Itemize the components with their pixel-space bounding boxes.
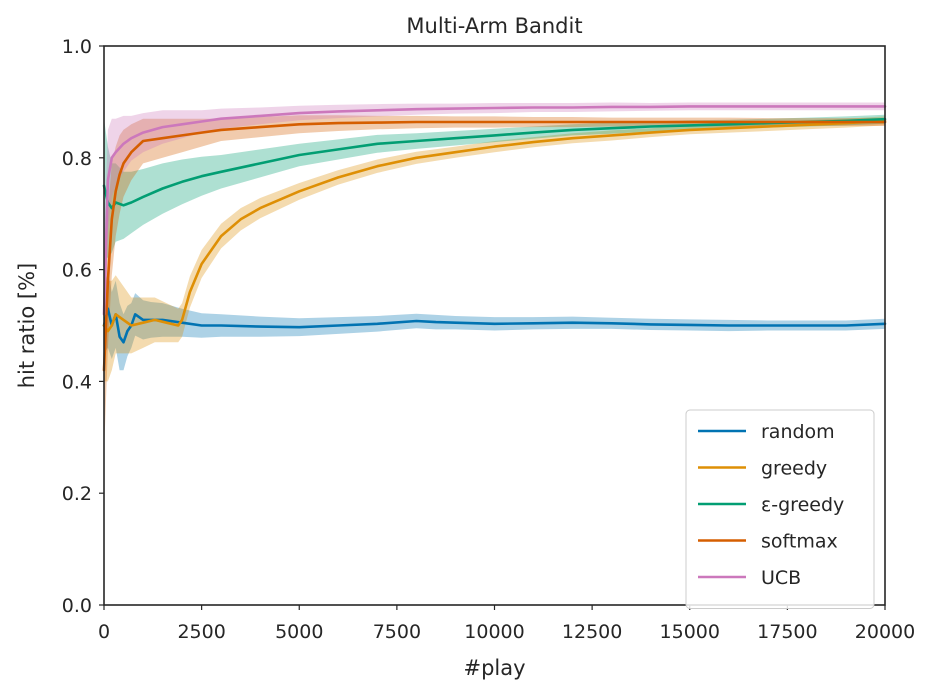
legend-label-greedy: ε-greedy — [761, 494, 844, 516]
softmax-series-line — [102, 120, 887, 372]
greedy-series-line — [102, 119, 887, 333]
random-series-line — [102, 307, 887, 344]
greedy-confidence-band — [104, 114, 885, 259]
y-axis-title: hit ratio [%] — [15, 263, 39, 389]
legend-label-ucb: UCB — [761, 567, 801, 589]
y-tick-label: 0.0 — [62, 595, 92, 617]
y-tick-label: 0.8 — [62, 148, 92, 170]
series-lines — [102, 105, 887, 372]
x-tick-label: 15000 — [660, 621, 720, 643]
legend-box — [685, 409, 875, 609]
y-tick-label: 0.2 — [62, 483, 92, 505]
x-tick-label: 0 — [98, 621, 110, 643]
legend-label-greedy: greedy — [761, 458, 827, 480]
x-tick-label: 10000 — [464, 621, 524, 643]
legend-label-softmax: softmax — [761, 531, 838, 553]
legend: random greedy ε-greedy softmax UCB — [685, 409, 875, 609]
random-confidence-band — [104, 269, 885, 371]
confidence-bands — [104, 102, 885, 455]
ucb-series-line — [102, 105, 887, 316]
x-tick-label: 17500 — [757, 621, 817, 643]
x-tick-label: 7500 — [373, 621, 421, 643]
y-tick-label: 0.4 — [62, 371, 92, 393]
ucb-confidence-band — [104, 102, 885, 382]
x-tick-label: 5000 — [275, 621, 323, 643]
x-axis-title: #play — [463, 656, 525, 680]
y-tick-label: 1.0 — [62, 36, 92, 58]
x-tick-label: 12500 — [562, 621, 622, 643]
greedy-series-line — [102, 117, 887, 210]
x-axis-ticks: 0 2500 5000 7500 10000 12500 15000 17500 20000 — [98, 605, 915, 643]
legend-label-random: random — [761, 421, 835, 443]
softmax-confidence-band — [104, 115, 885, 455]
y-axis-ticks: 0.0 0.2 0.4 0.6 0.8 1.0 — [62, 36, 104, 617]
x-tick-label: 20000 — [855, 621, 915, 643]
x-tick-label: 2500 — [177, 621, 225, 643]
y-tick-label: 0.6 — [62, 260, 92, 282]
chart-title: Multi-Arm Bandit — [406, 14, 582, 38]
